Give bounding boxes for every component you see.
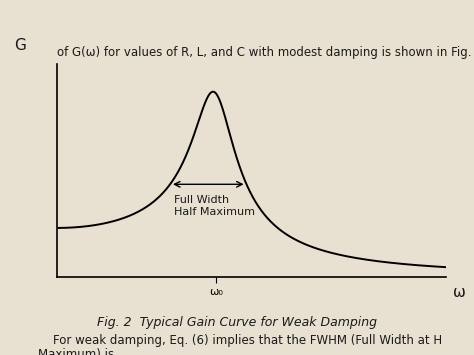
Text: Maximum) is: Maximum) is bbox=[38, 348, 114, 355]
Text: of G(ω) for values of R, L, and C with modest damping is shown in Fig. 2.: of G(ω) for values of R, L, and C with m… bbox=[57, 45, 474, 59]
Text: For weak damping, Eq. (6) implies that the FWHM (Full Width at H: For weak damping, Eq. (6) implies that t… bbox=[38, 334, 442, 347]
Text: G: G bbox=[14, 38, 26, 53]
Text: Full Width
Half Maximum: Full Width Half Maximum bbox=[173, 195, 255, 217]
Text: Fig. 2  Typical Gain Curve for Weak Damping: Fig. 2 Typical Gain Curve for Weak Dampi… bbox=[97, 316, 377, 329]
Text: ω: ω bbox=[453, 285, 466, 300]
